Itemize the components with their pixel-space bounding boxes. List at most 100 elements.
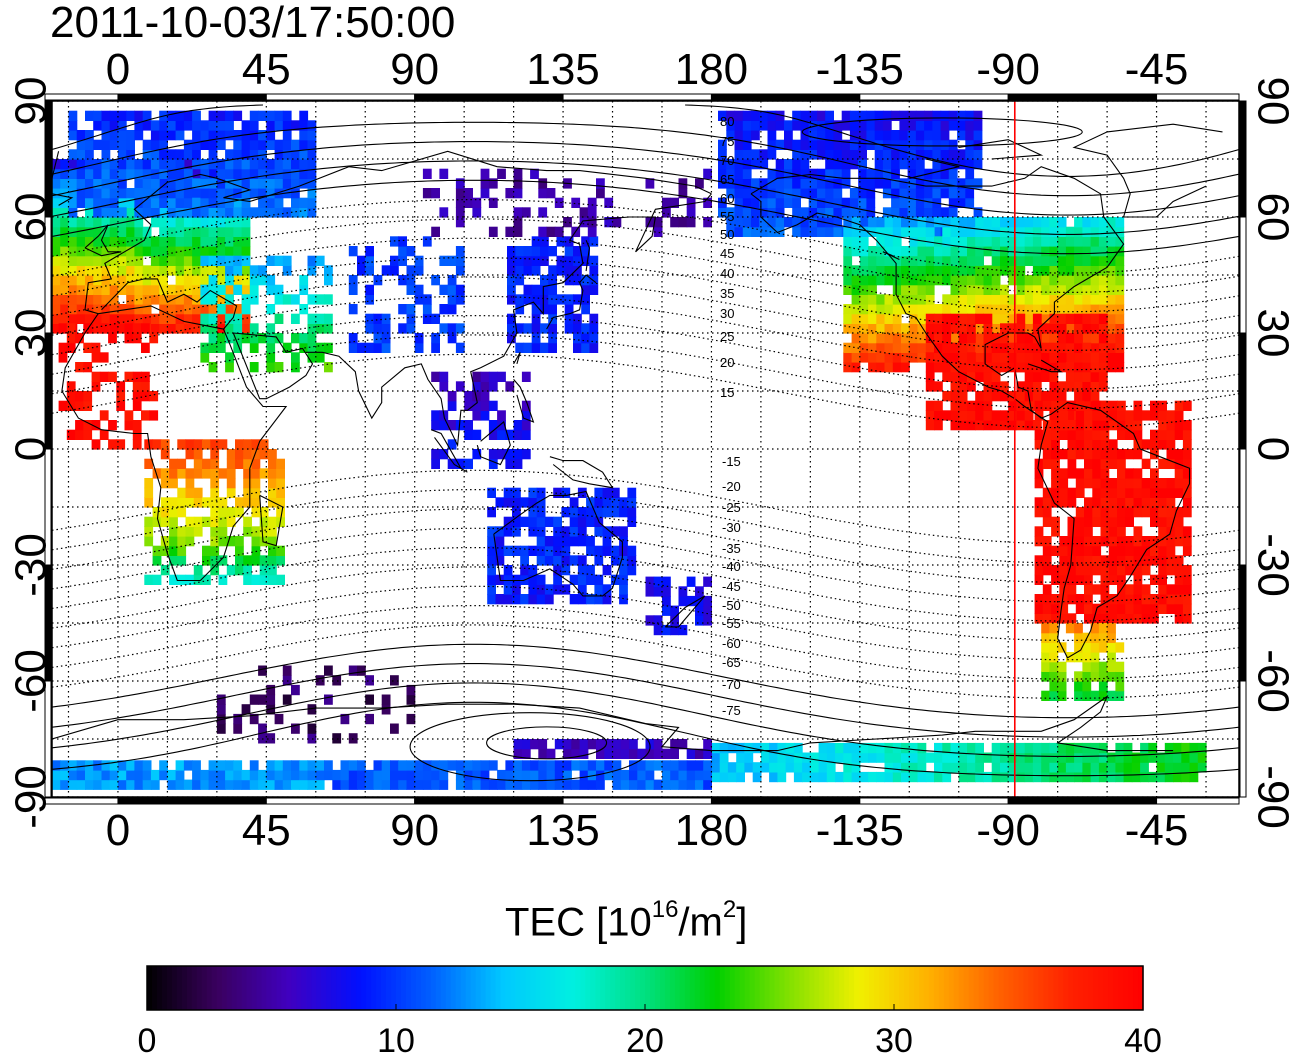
colorbar-segment <box>156 966 163 1010</box>
colorbar-segment <box>689 966 696 1010</box>
coastline-segment <box>476 420 511 466</box>
left-latitude-label: 90 <box>7 77 56 126</box>
colorbar-segment <box>754 966 761 1010</box>
colorbar-segment <box>216 966 223 1010</box>
left-latitude-label: -90 <box>7 765 56 829</box>
coastline-segment <box>750 166 1191 659</box>
colorbar-segment <box>819 966 825 1010</box>
right-latitude-label: 30 <box>1248 309 1292 358</box>
contour-label-north: 30 <box>720 306 734 321</box>
colorbar-segment <box>575 966 581 1010</box>
mag-lat-contour <box>52 643 1239 719</box>
mag-lat-contour <box>52 682 1239 757</box>
colorbar-segment <box>1023 966 1030 1010</box>
colorbar-segment <box>351 966 357 1010</box>
coastline-segment <box>84 278 238 330</box>
colorbar-tick-label: 0 <box>138 1022 157 1057</box>
colorbar-segment <box>913 966 920 1010</box>
colorbar-title-unit-exponent: 2 <box>722 896 737 923</box>
colorbar-segment <box>699 966 706 1010</box>
colorbar-segment <box>1068 966 1074 1010</box>
colorbar-segment <box>191 966 198 1010</box>
bottom-longitude-label: 90 <box>390 806 439 855</box>
mag-lat-contour <box>52 701 1239 777</box>
colorbar-segment <box>649 966 656 1010</box>
colorbar-segment <box>425 966 432 1010</box>
colorbar-segment <box>440 966 447 1010</box>
frame-bar-top <box>859 93 1009 101</box>
contour-label-north: 20 <box>720 355 734 370</box>
frame-bar-top <box>710 93 861 101</box>
mag-lat-contour <box>52 489 1239 564</box>
coastline-segment <box>546 274 597 330</box>
colorbar-segment <box>251 966 258 1010</box>
colorbar-segment <box>719 966 726 1010</box>
colorbar-segment <box>410 966 417 1010</box>
colorbar-segment <box>724 966 731 1010</box>
contour-label-south: -60 <box>722 636 741 651</box>
colorbar-tick-label: 10 <box>377 1022 415 1057</box>
mag-lat-contour <box>52 104 1239 177</box>
colorbar-segment <box>1008 966 1015 1010</box>
colorbar-segment <box>1043 966 1049 1010</box>
colorbar-segment <box>161 966 168 1010</box>
tec-data-layer <box>52 110 1207 790</box>
map-timestamp-title: 2011-10-03/17:50:00 <box>50 0 456 47</box>
colorbar-segment <box>336 966 342 1010</box>
colorbar-segment <box>809 966 815 1010</box>
colorbar-title-exponent: 16 <box>651 896 679 923</box>
mag-lat-contour <box>52 353 1239 429</box>
colorbar-segment <box>475 966 482 1010</box>
left-latitude-label: -60 <box>7 649 56 713</box>
contour-label-north: 45 <box>720 246 734 261</box>
colorbar-segment <box>346 966 352 1010</box>
colorbar-segment <box>420 966 427 1010</box>
colorbar-segment <box>958 966 965 1010</box>
colorbar-segment <box>445 966 452 1010</box>
colorbar-segment <box>1033 966 1040 1010</box>
colorbar-segment <box>864 966 870 1010</box>
colorbar-segment <box>590 966 596 1010</box>
colorbar-segment <box>181 966 188 1010</box>
colorbar-segment <box>640 966 646 1010</box>
colorbar-segment <box>664 966 671 1010</box>
colorbar-segment <box>306 966 312 1010</box>
colorbar-segment <box>933 966 940 1010</box>
frame-bar-bottom <box>562 797 712 805</box>
contour-label-south: -70 <box>722 677 741 692</box>
colorbar-segment <box>674 966 681 1010</box>
contour-label-north: 65 <box>720 172 734 187</box>
colorbar-segment <box>928 966 935 1010</box>
frame-bar-top <box>414 93 564 101</box>
colorbar-segment <box>341 966 347 1010</box>
right-latitude-label: 90 <box>1248 77 1292 126</box>
contour-label-north: 60 <box>720 191 734 206</box>
contour-label-north: 25 <box>720 329 734 344</box>
colorbar-segment <box>694 966 701 1010</box>
frame-bar-right <box>1239 100 1247 218</box>
colorbar-segment <box>1038 966 1044 1010</box>
colorbar-tick-label: 20 <box>626 1022 664 1057</box>
colorbar-segment <box>356 966 362 1010</box>
right-latitude-label: 60 <box>1248 193 1292 242</box>
colorbar-segment <box>784 966 791 1010</box>
colorbar-segment <box>938 966 945 1010</box>
colorbar-segment <box>570 966 576 1010</box>
coastline-segment <box>513 379 535 423</box>
contour-label-south: -30 <box>722 520 741 535</box>
colorbar-segment <box>769 966 776 1010</box>
frame-bar-bottom <box>44 797 119 805</box>
top-longitude-label: 0 <box>106 45 130 94</box>
contour-label-south: -40 <box>722 559 741 574</box>
mag-lat-contour <box>52 624 1239 699</box>
colorbar-segment <box>525 966 532 1010</box>
colorbar-segment <box>734 966 741 1010</box>
colorbar-segment <box>530 966 537 1010</box>
colorbar-segment <box>1063 966 1069 1010</box>
frame-bar-bottom <box>1007 797 1158 805</box>
bottom-longitude-label: 180 <box>675 806 748 855</box>
colorbar-segment <box>630 966 636 1010</box>
colorbar-segment <box>1113 966 1119 1010</box>
mag-lat-contour <box>52 605 1239 680</box>
contour-label-north: 50 <box>720 227 734 242</box>
